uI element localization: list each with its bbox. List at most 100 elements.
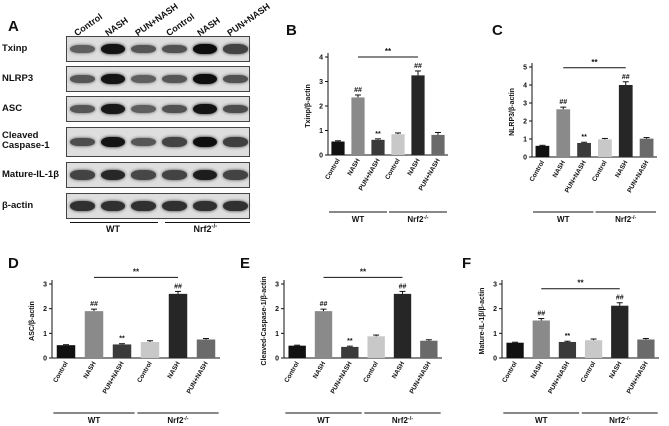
significance-mark: ## bbox=[354, 87, 362, 94]
y-tick-label: 2 bbox=[275, 306, 279, 313]
y-axis-label: Txinp/β-actin bbox=[305, 84, 312, 128]
blot-band bbox=[131, 170, 156, 180]
y-axis-label: ASC/β-actin bbox=[29, 301, 36, 341]
blot-band bbox=[100, 103, 126, 115]
bracket-label: ** bbox=[133, 267, 140, 276]
x-tick-label: PUN+NASH bbox=[418, 157, 442, 192]
group-label: WT bbox=[352, 215, 365, 224]
chart-panel-c: C 0 1 2 3 4 5 NLRP3/β-actin Control ## NASH ** PUN+N… bbox=[492, 22, 657, 224]
blot-lane-label: Control bbox=[72, 11, 105, 39]
bar bbox=[196, 339, 216, 358]
y-tick-label: 0 bbox=[275, 356, 279, 363]
chart-panel-f: F 0 1 2 3 Mature-IL-1β/β-actin Control ## NASH **… bbox=[462, 255, 659, 425]
blot-protein-label: Txinp bbox=[2, 43, 28, 54]
y-tick-label: 3 bbox=[493, 282, 497, 289]
x-tick-label: NASH bbox=[82, 360, 97, 380]
group-label: WT bbox=[535, 416, 548, 425]
x-tick-label: PUN+NASH bbox=[409, 360, 433, 395]
significance-mark: ## bbox=[559, 99, 567, 106]
panel-letter: E bbox=[240, 255, 250, 272]
blot-lane-label: NASH bbox=[102, 15, 130, 39]
y-tick-label: 0 bbox=[43, 356, 47, 363]
x-tick-label: PUN+NASH bbox=[626, 360, 650, 395]
blot-band bbox=[100, 169, 126, 181]
blot-band bbox=[70, 137, 95, 147]
x-tick-label: NASH bbox=[346, 157, 361, 177]
blot-band bbox=[192, 43, 218, 55]
blot-protein-label: Mature-IL-1β bbox=[2, 169, 59, 180]
bar bbox=[598, 139, 612, 157]
blot-band bbox=[162, 201, 187, 211]
panel-letter: C bbox=[492, 22, 503, 39]
blot-group-line bbox=[70, 222, 158, 223]
group-label: Nrf2-/- bbox=[615, 215, 636, 224]
x-tick-label: NASH bbox=[406, 157, 421, 177]
significance-mark: ** bbox=[347, 338, 353, 345]
blot-lane-label: NASH bbox=[194, 15, 222, 39]
y-axis-label: NLRP3/β-actin bbox=[509, 88, 516, 136]
blot-row bbox=[66, 36, 250, 62]
x-tick-label: Control bbox=[580, 360, 598, 384]
blot-band bbox=[100, 136, 126, 148]
blot-band bbox=[131, 201, 156, 211]
bar bbox=[331, 141, 345, 155]
bar bbox=[532, 320, 550, 358]
bar bbox=[393, 293, 412, 358]
x-tick-label: PUN+NASH bbox=[330, 360, 354, 395]
y-axis-label: Cleaved-Caspase-1/β-actin bbox=[261, 276, 268, 365]
y-tick-label: 0 bbox=[523, 155, 527, 162]
y-tick-label: 3 bbox=[275, 282, 279, 289]
y-tick-label: 4 bbox=[319, 55, 323, 62]
blot-band bbox=[192, 201, 218, 211]
x-tick-label: Control bbox=[136, 360, 154, 384]
group-label: WT bbox=[88, 416, 101, 425]
blot-band bbox=[223, 74, 248, 84]
bar bbox=[168, 293, 188, 358]
x-tick-label: Control bbox=[52, 360, 70, 384]
y-tick-label: 1 bbox=[523, 137, 527, 144]
western-blot-panel: A Control NASH PUN+NASH Control NASH PUN+NASH… bbox=[0, 0, 272, 240]
y-tick-label: 1 bbox=[43, 331, 47, 338]
x-tick-label: PUN+NASH bbox=[186, 360, 210, 395]
blot-band bbox=[162, 44, 187, 54]
blot-band bbox=[162, 137, 187, 147]
bar bbox=[314, 311, 333, 358]
x-tick-label: Control bbox=[324, 157, 342, 181]
y-tick-label: 1 bbox=[319, 128, 323, 135]
blot-row bbox=[66, 193, 250, 219]
significance-mark: ## bbox=[399, 283, 407, 290]
y-tick-label: 2 bbox=[43, 306, 47, 313]
blot-group-label: WT bbox=[106, 224, 120, 234]
bar bbox=[611, 305, 629, 358]
bar bbox=[411, 75, 425, 155]
panel-letter: F bbox=[462, 255, 471, 272]
bar bbox=[558, 341, 577, 358]
group-label: Nrf2-/- bbox=[392, 416, 413, 425]
bar bbox=[431, 134, 445, 155]
significance-mark: ## bbox=[414, 63, 422, 70]
bar bbox=[341, 346, 359, 358]
significance-mark: ## bbox=[537, 311, 545, 318]
y-tick-label: 3 bbox=[523, 101, 527, 108]
chart-panel-b: B 0 1 2 3 4 Txinp/β-actin Control ## NASH ** PUN+NA… bbox=[286, 22, 448, 224]
blot-band bbox=[192, 73, 218, 85]
y-tick-label: 0 bbox=[319, 153, 323, 160]
x-tick-label: Control bbox=[283, 360, 301, 384]
bar bbox=[535, 145, 550, 157]
blot-band bbox=[100, 43, 126, 55]
blot-band bbox=[70, 170, 95, 180]
y-tick-label: 5 bbox=[523, 65, 527, 72]
bar bbox=[367, 336, 385, 358]
blot-row bbox=[66, 162, 250, 188]
blot-band bbox=[162, 170, 187, 180]
blot-row bbox=[66, 127, 250, 157]
bar bbox=[618, 85, 633, 157]
bar bbox=[371, 139, 385, 155]
bar bbox=[584, 340, 603, 358]
blot-band bbox=[70, 201, 95, 211]
bracket-label: ** bbox=[591, 58, 598, 67]
bar bbox=[288, 345, 306, 358]
bar bbox=[56, 345, 76, 358]
x-tick-label: Control bbox=[591, 159, 609, 183]
blot-band bbox=[223, 201, 248, 211]
